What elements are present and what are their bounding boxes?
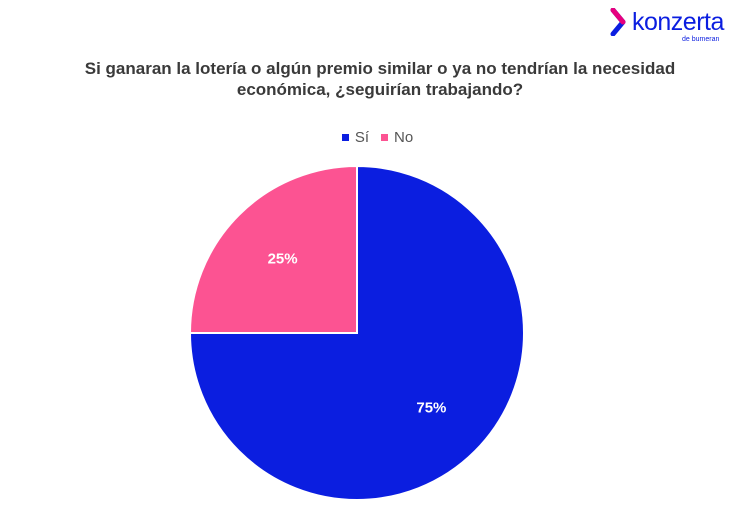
pie-slice-si xyxy=(188,164,525,501)
legend-label-no: No xyxy=(394,129,414,146)
chart-legend: Sí No xyxy=(0,129,755,146)
legend-label-si: Sí xyxy=(354,129,369,146)
brand-tagline: de bumeran xyxy=(682,36,720,43)
legend-swatch-no xyxy=(381,134,388,141)
legend-item-no: No xyxy=(381,129,413,146)
brand-name: konzerta xyxy=(632,8,724,36)
legend-item-si: Sí xyxy=(341,129,369,146)
legend-swatch-si xyxy=(341,134,349,141)
chart-title-line-2: económica, ¿seguirían trabajando? xyxy=(236,80,524,99)
pie-label-no: 25% xyxy=(268,251,298,268)
chart-title-line-1: Si ganaran la lotería o algún premio sim… xyxy=(84,59,676,78)
brand-logo: konzerta de bumeran xyxy=(610,6,750,46)
pie-label-si: 75% xyxy=(416,399,446,416)
konzerta-chevron-icon xyxy=(610,8,626,36)
pie-slice-no xyxy=(188,164,358,334)
chart-title: Si ganaran la lotería o algún premio sim… xyxy=(40,58,720,100)
